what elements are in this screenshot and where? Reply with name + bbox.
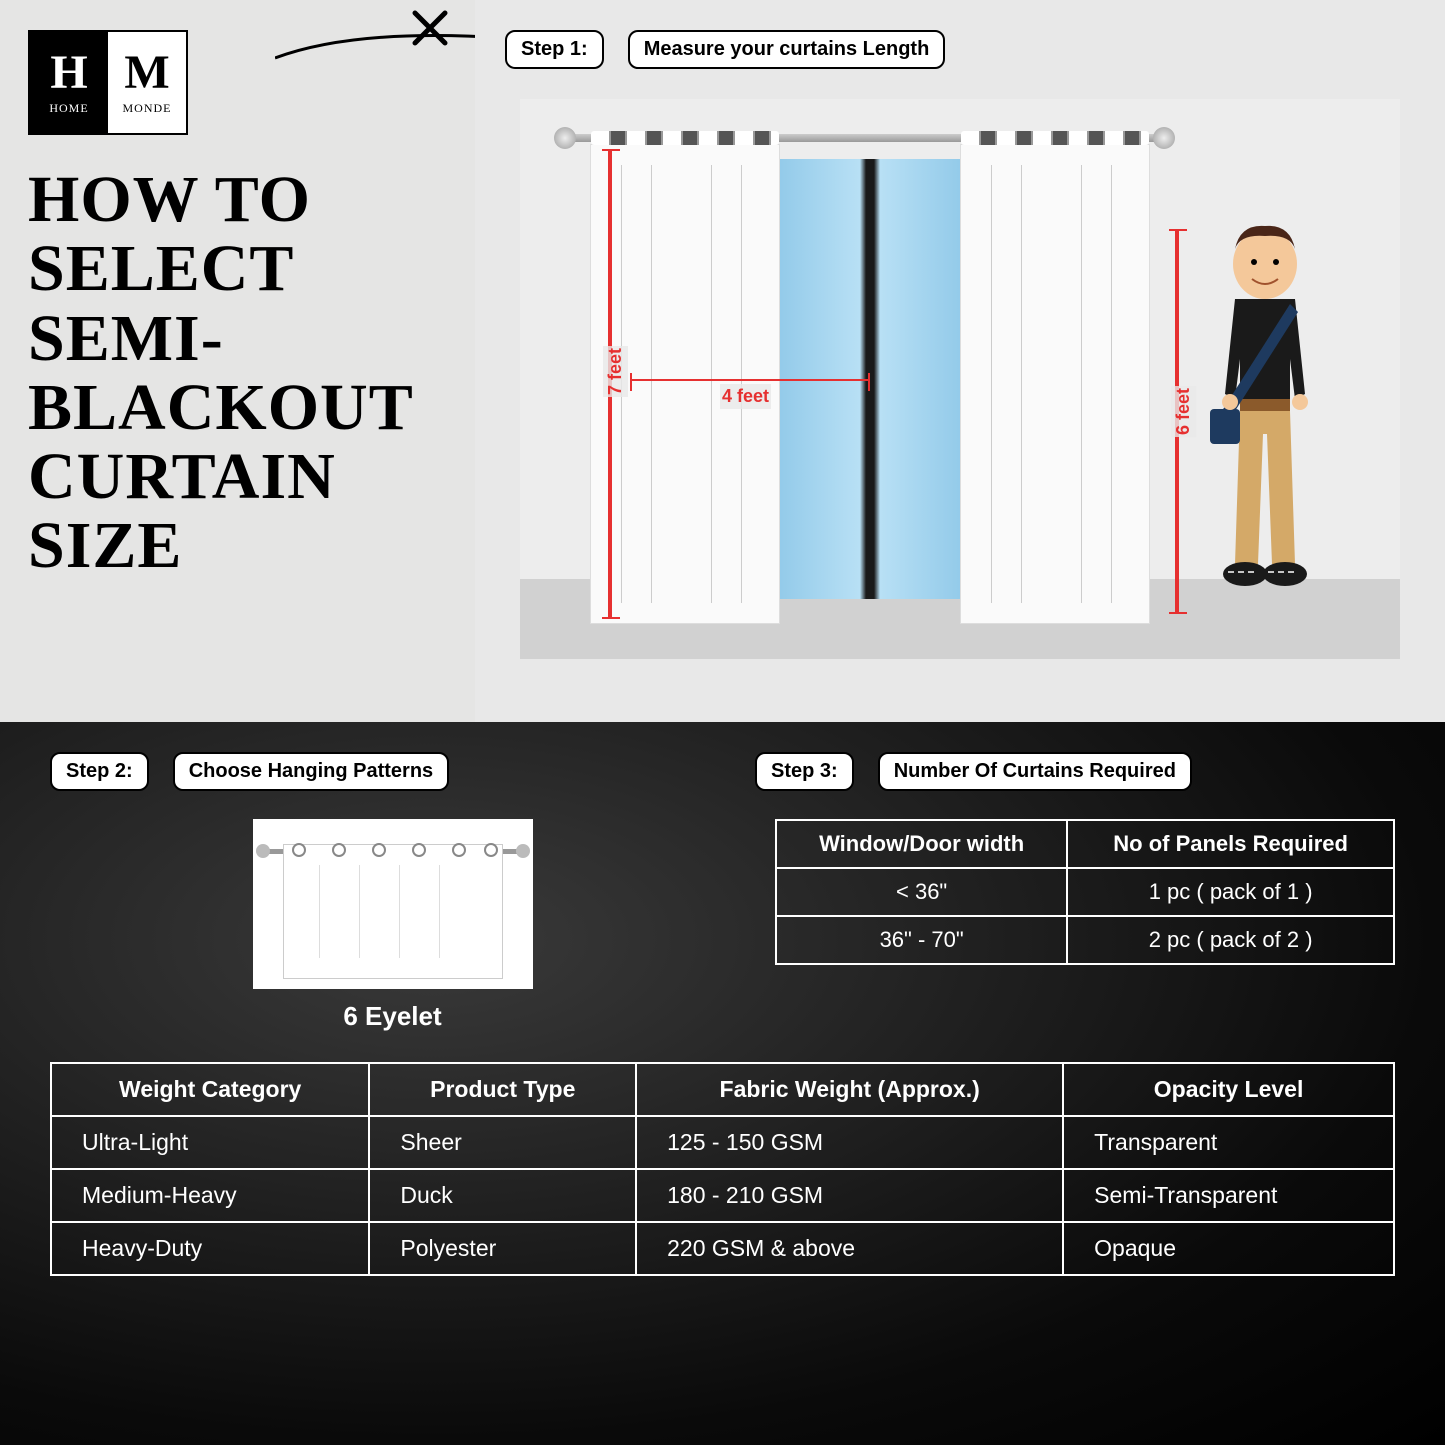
table-row: 36" - 70" 2 pc ( pack of 2 )	[776, 916, 1394, 964]
steps-row: Step 2: Choose Hanging Patterns	[50, 752, 1395, 1032]
table-row: Heavy-Duty Polyester 220 GSM & above Opa…	[51, 1222, 1394, 1275]
table-row: Medium-Heavy Duck 180 - 210 GSM Semi-Tra…	[51, 1169, 1394, 1222]
td-cell: Opaque	[1063, 1222, 1394, 1275]
table-head-row: Weight Category Product Type Fabric Weig…	[51, 1063, 1394, 1116]
th-width: Window/Door width	[776, 820, 1067, 868]
th-panels: No of Panels Required	[1067, 820, 1394, 868]
measure-4ft-label: 4 feet	[720, 384, 771, 409]
td-cell: 2 pc ( pack of 2 )	[1067, 916, 1394, 964]
td-cell: Duck	[369, 1169, 636, 1222]
step2-col: Step 2: Choose Hanging Patterns	[50, 752, 675, 1032]
table-row: < 36" 1 pc ( pack of 1 )	[776, 868, 1394, 916]
bottom-section: Step 2: Choose Hanging Patterns	[0, 722, 1445, 1445]
eyelet-image	[253, 819, 533, 989]
eyelet-illustration: 6 Eyelet	[110, 819, 675, 1032]
td-cell: 125 - 150 GSM	[636, 1116, 1063, 1169]
table-head-row: Window/Door width No of Panels Required	[776, 820, 1394, 868]
swoosh-decoration	[275, 8, 505, 98]
logo-h-half: H HOME	[30, 32, 108, 133]
step1-header: Step 1: Measure your curtains Length	[505, 30, 1415, 69]
logo: H HOME M MONDE	[28, 30, 188, 135]
step3-header: Step 3: Number Of Curtains Required	[755, 752, 1395, 791]
td-cell: Sheer	[369, 1116, 636, 1169]
td-cell: 1 pc ( pack of 1 )	[1067, 868, 1394, 916]
left-panel: H HOME M MONDE HOW TO SELECT SEMI-BLACKO…	[0, 0, 475, 722]
th-weight: Weight Category	[51, 1063, 369, 1116]
step2-header: Step 2: Choose Hanging Patterns	[50, 752, 675, 791]
td-cell: 36" - 70"	[776, 916, 1067, 964]
step1-label: Step 1:	[505, 30, 604, 69]
logo-home: HOME	[49, 101, 88, 116]
measure-4ft	[630, 379, 870, 381]
logo-h-letter: H	[50, 49, 87, 97]
td-cell: Polyester	[369, 1222, 636, 1275]
th-opacity: Opacity Level	[1063, 1063, 1394, 1116]
panels-table: Window/Door width No of Panels Required …	[775, 819, 1395, 965]
td-cell: < 36"	[776, 868, 1067, 916]
infographic-root: H HOME M MONDE HOW TO SELECT SEMI-BLACKO…	[0, 0, 1445, 1445]
step3-title: Number Of Curtains Required	[878, 752, 1192, 791]
finial-left	[554, 127, 576, 149]
curtain-right	[960, 144, 1150, 624]
th-fabric: Fabric Weight (Approx.)	[636, 1063, 1063, 1116]
person-illustration	[1190, 214, 1340, 614]
td-cell: 180 - 210 GSM	[636, 1169, 1063, 1222]
step1-title: Measure your curtains Length	[628, 30, 946, 69]
headline: HOW TO SELECT SEMI-BLACKOUT CURTAIN SIZE	[28, 165, 447, 581]
th-type: Product Type	[369, 1063, 636, 1116]
logo-monde: MONDE	[123, 101, 172, 116]
td-cell: Medium-Heavy	[51, 1169, 369, 1222]
td-cell: Transparent	[1063, 1116, 1394, 1169]
td-cell: Heavy-Duty	[51, 1222, 369, 1275]
logo-m-half: M MONDE	[108, 32, 186, 133]
table-row: Ultra-Light Sheer 125 - 150 GSM Transpar…	[51, 1116, 1394, 1169]
curtain-scene: 7 feet 4 feet 6 feet	[520, 99, 1400, 659]
eyelet-caption: 6 Eyelet	[343, 1001, 441, 1032]
td-cell: 220 GSM & above	[636, 1222, 1063, 1275]
top-section: H HOME M MONDE HOW TO SELECT SEMI-BLACKO…	[0, 0, 1445, 722]
finial-right	[1153, 127, 1175, 149]
step2-title: Choose Hanging Patterns	[173, 752, 449, 791]
logo-m-letter: M	[124, 49, 169, 97]
td-cell: Ultra-Light	[51, 1116, 369, 1169]
step3-label: Step 3:	[755, 752, 854, 791]
step3-col: Step 3: Number Of Curtains Required Wind…	[755, 752, 1395, 1032]
step1-panel: Step 1: Measure your curtains Length	[475, 0, 1445, 722]
step2-label: Step 2:	[50, 752, 149, 791]
weight-table: Weight Category Product Type Fabric Weig…	[50, 1062, 1395, 1276]
measure-7ft-label: 7 feet	[603, 346, 628, 397]
td-cell: Semi-Transparent	[1063, 1169, 1394, 1222]
